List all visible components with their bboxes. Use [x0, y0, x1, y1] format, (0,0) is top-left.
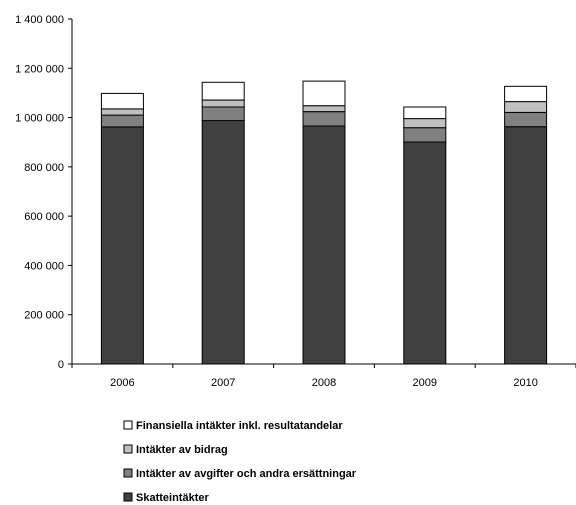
bar-segment-2009-series-0	[403, 141, 447, 365]
bar-segment-2010-series-1	[504, 111, 548, 128]
bar-segment-2007-series-2	[201, 99, 245, 108]
legend-label-3: Finansiella intäkter inkl. resultatandel…	[136, 420, 343, 432]
x-tick-label: 2010	[513, 377, 537, 389]
bar-segment-2010-series-0	[504, 126, 548, 365]
bar-segment-2009-series-2	[403, 118, 447, 129]
x-tick-label: 2006	[110, 377, 134, 389]
y-tick-label: 200 000	[24, 310, 64, 322]
bar-segment-2010-series-2	[504, 101, 548, 113]
bar-segment-2006-series-3	[100, 92, 144, 110]
bar-segment-2009-series-1	[403, 127, 447, 143]
y-tick-label: 1 400 000	[15, 14, 64, 26]
y-tick-label: 1 200 000	[15, 63, 64, 75]
y-tick-label: 400 000	[24, 260, 64, 272]
legend-label-2: Intäkter av bidrag	[136, 444, 228, 456]
bar-segment-2006-series-0	[100, 126, 144, 365]
bar-segment-2009-series-3	[403, 106, 447, 120]
bar-segment-2007-series-3	[201, 81, 245, 101]
legend-swatch-2	[123, 444, 133, 454]
legend-swatch-1	[123, 468, 133, 478]
bar-segment-2008-series-3	[302, 80, 346, 107]
bar-segment-2008-series-2	[302, 105, 346, 113]
x-tick-label: 2007	[211, 377, 235, 389]
bar-segment-2006-series-2	[100, 108, 144, 116]
axes: 0 200 000 400 000 600 000 800 000 1 000 000 1 …	[15, 14, 576, 389]
bar-segment-2008-series-0	[302, 125, 346, 365]
legend-swatch-3	[123, 420, 133, 430]
bar-segment-2010-series-3	[504, 85, 548, 103]
y-tick-label: 0	[58, 359, 64, 371]
bar-segment-2007-series-0	[201, 120, 245, 365]
bar-segment-2006-series-1	[100, 114, 144, 128]
x-tick-label: 2008	[312, 377, 336, 389]
y-tick-label: 600 000	[24, 211, 64, 223]
bar-segment-2008-series-1	[302, 111, 346, 127]
bar-segment-2007-series-1	[201, 106, 245, 122]
plot-area	[100, 80, 548, 365]
legend-swatch-0	[123, 492, 133, 502]
legend-label-1: Intäkter av avgifter och andra ersättnin…	[136, 468, 357, 480]
legend-label-0: Skatteintäkter	[136, 492, 209, 504]
y-tick-label: 1 000 000	[15, 113, 64, 125]
legend: Finansiella intäkter inkl. resultatandel…	[123, 420, 357, 504]
x-tick-label: 2009	[413, 377, 437, 389]
y-tick-label: 800 000	[24, 162, 64, 174]
